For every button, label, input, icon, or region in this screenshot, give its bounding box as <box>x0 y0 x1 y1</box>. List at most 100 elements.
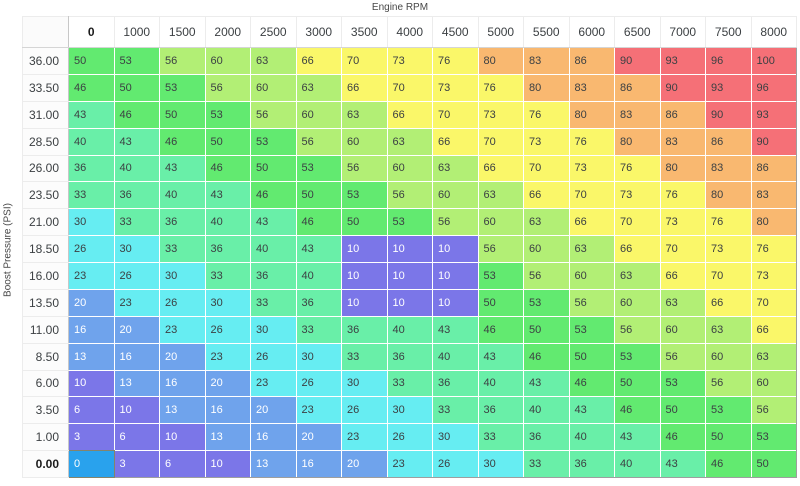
table-cell[interactable]: 76 <box>432 47 479 75</box>
table-cell[interactable]: 93 <box>659 47 706 75</box>
table-cell[interactable]: 80 <box>523 73 570 102</box>
table-cell[interactable]: 30 <box>432 423 479 452</box>
table-cell[interactable]: 96 <box>750 73 797 102</box>
table-cell[interactable]: 20 <box>250 396 297 425</box>
table-cell[interactable]: 50 <box>750 450 797 478</box>
table-cell[interactable]: 23 <box>295 396 342 425</box>
table-cell[interactable]: 20 <box>204 369 251 398</box>
table-cell[interactable]: 46 <box>250 181 297 210</box>
table-cell[interactable]: 56 <box>659 342 706 371</box>
table-cell[interactable]: 96 <box>705 47 752 75</box>
table-cell[interactable]: 66 <box>295 47 342 75</box>
table-cell[interactable]: 70 <box>659 235 706 263</box>
table-cell[interactable]: 63 <box>341 100 388 129</box>
table-cell[interactable]: 53 <box>341 181 388 210</box>
table-cell[interactable]: 73 <box>432 73 479 102</box>
table-cell[interactable]: 43 <box>68 100 115 129</box>
table-cell[interactable]: 63 <box>568 235 615 263</box>
table-cell[interactable]: 23 <box>250 369 297 398</box>
table-cell[interactable]: 63 <box>386 127 433 156</box>
table-cell[interactable]: 53 <box>705 396 752 425</box>
table-cell[interactable]: 33 <box>295 315 342 344</box>
table-cell[interactable]: 76 <box>568 127 615 156</box>
table-cell[interactable]: 53 <box>113 47 160 75</box>
table-cell[interactable]: 53 <box>386 208 433 237</box>
table-cell[interactable]: 36 <box>568 450 615 478</box>
table-cell[interactable]: 30 <box>204 288 251 317</box>
table-cell[interactable]: 56 <box>295 127 342 156</box>
table-cell[interactable]: 63 <box>477 181 524 210</box>
table-cell[interactable]: 80 <box>477 47 524 75</box>
table-cell[interactable]: 56 <box>523 262 570 290</box>
table-cell[interactable]: 33 <box>68 181 115 210</box>
table-cell[interactable]: 73 <box>477 100 524 129</box>
table-cell[interactable]: 36 <box>341 315 388 344</box>
table-cell[interactable]: 36 <box>250 262 297 290</box>
table-cell[interactable]: 26 <box>204 315 251 344</box>
table-cell[interactable]: 63 <box>614 262 661 290</box>
table-cell[interactable]: 46 <box>159 127 206 156</box>
table-cell[interactable]: 36 <box>68 154 115 183</box>
table-cell[interactable]: 83 <box>705 154 752 183</box>
table-cell[interactable]: 53 <box>523 288 570 317</box>
table-cell[interactable]: 63 <box>250 47 297 75</box>
table-cell[interactable]: 70 <box>705 262 752 290</box>
table-cell[interactable]: 36 <box>523 423 570 452</box>
table-cell[interactable]: 70 <box>341 47 388 75</box>
table-cell[interactable]: 66 <box>568 208 615 237</box>
table-cell[interactable]: 63 <box>523 208 570 237</box>
table-cell[interactable]: 33 <box>477 423 524 452</box>
table-cell[interactable]: 10 <box>386 235 433 263</box>
table-cell[interactable]: 43 <box>659 450 706 478</box>
table-cell[interactable]: 3 <box>68 423 115 452</box>
table-cell[interactable]: 16 <box>159 369 206 398</box>
table-cell[interactable]: 50 <box>295 181 342 210</box>
table-cell[interactable]: 10 <box>204 450 251 478</box>
table-cell[interactable]: 26 <box>341 396 388 425</box>
table-cell[interactable]: 30 <box>341 369 388 398</box>
table-cell[interactable]: 86 <box>659 100 706 129</box>
table-cell[interactable]: 66 <box>523 181 570 210</box>
table-cell[interactable]: 46 <box>523 342 570 371</box>
table-cell[interactable]: 46 <box>614 396 661 425</box>
table-cell[interactable]: 43 <box>295 235 342 263</box>
table-cell[interactable]: 10 <box>341 262 388 290</box>
table-cell[interactable]: 10 <box>432 262 479 290</box>
table-cell[interactable]: 40 <box>113 154 160 183</box>
table-cell[interactable]: 30 <box>477 450 524 478</box>
table-cell[interactable]: 60 <box>568 262 615 290</box>
table-cell[interactable]: 60 <box>523 235 570 263</box>
table-cell[interactable]: 90 <box>659 73 706 102</box>
table-cell[interactable]: 63 <box>750 342 797 371</box>
table-cell[interactable]: 36 <box>386 342 433 371</box>
table-cell[interactable]: 33 <box>159 235 206 263</box>
table-cell[interactable]: 66 <box>614 235 661 263</box>
table-cell[interactable]: 46 <box>659 423 706 452</box>
table-cell[interactable]: 53 <box>614 342 661 371</box>
table-cell[interactable]: 40 <box>386 315 433 344</box>
table-cell[interactable]: 43 <box>159 154 206 183</box>
table-cell[interactable]: 30 <box>68 208 115 237</box>
table-cell[interactable]: 53 <box>159 73 206 102</box>
table-cell[interactable]: 36 <box>295 288 342 317</box>
table-cell[interactable]: 46 <box>113 100 160 129</box>
table-cell[interactable]: 83 <box>568 73 615 102</box>
table-cell[interactable]: 36 <box>432 369 479 398</box>
table-cell[interactable]: 70 <box>568 181 615 210</box>
table-cell[interactable]: 23 <box>386 450 433 478</box>
table-cell[interactable]: 13 <box>204 423 251 452</box>
table-cell[interactable]: 23 <box>204 342 251 371</box>
table-cell[interactable]: 53 <box>295 154 342 183</box>
table-cell[interactable]: 36 <box>113 181 160 210</box>
table-cell[interactable]: 70 <box>750 288 797 317</box>
table-cell[interactable]: 33 <box>432 396 479 425</box>
table-cell[interactable]: 13 <box>68 342 115 371</box>
table-cell[interactable]: 60 <box>295 100 342 129</box>
table-cell[interactable]: 66 <box>341 73 388 102</box>
table-cell[interactable]: 30 <box>159 262 206 290</box>
table-cell[interactable]: 56 <box>341 154 388 183</box>
table-cell[interactable]: 26 <box>113 262 160 290</box>
table-cell[interactable]: 23 <box>68 262 115 290</box>
table-cell[interactable]: 56 <box>250 100 297 129</box>
table-cell[interactable]: 20 <box>159 342 206 371</box>
